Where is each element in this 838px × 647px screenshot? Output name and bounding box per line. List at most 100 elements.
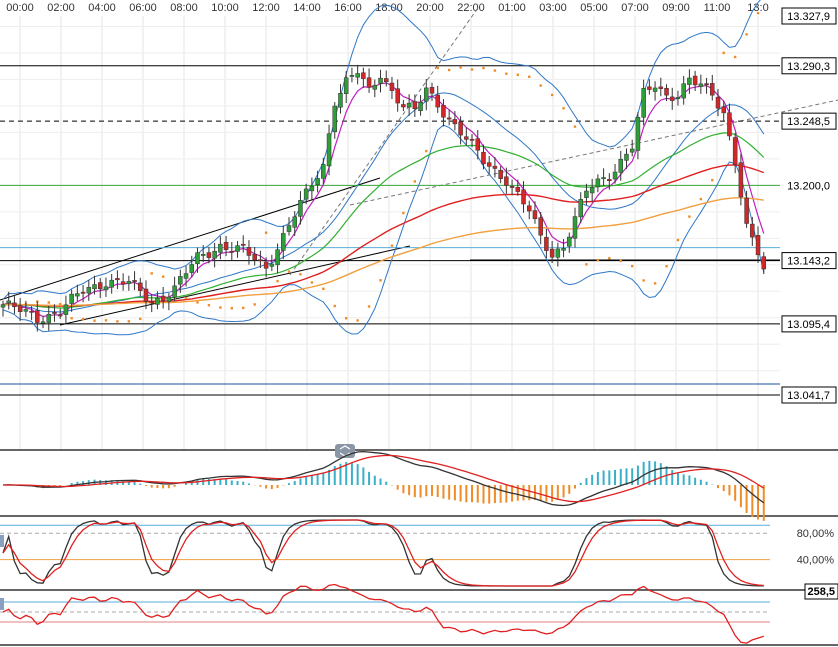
sar-dot xyxy=(493,69,497,72)
trend-line xyxy=(59,245,411,326)
sar-dot xyxy=(390,244,394,247)
candle-body xyxy=(120,281,126,285)
bollinger-upper xyxy=(2,0,761,300)
sar-dot xyxy=(699,197,703,201)
sar-dot xyxy=(550,93,554,97)
candle-body xyxy=(218,243,223,253)
candle-body xyxy=(46,313,52,323)
candle-body xyxy=(235,245,240,252)
panel-marker xyxy=(0,535,4,547)
sar-dot xyxy=(139,317,142,321)
sar-dot xyxy=(596,258,600,262)
candle-body xyxy=(240,243,246,246)
ema-slow-line xyxy=(2,164,765,307)
candle-body xyxy=(115,278,120,281)
sar-dot xyxy=(653,282,657,285)
candle-body xyxy=(281,233,286,251)
candle-body xyxy=(206,252,212,258)
candle-body xyxy=(361,72,366,79)
candle-body xyxy=(698,83,704,87)
sar-dot xyxy=(59,302,62,306)
candle-body xyxy=(601,177,606,179)
bollinger-lower xyxy=(2,124,765,336)
candle-body xyxy=(429,87,435,94)
candle-body xyxy=(252,253,257,261)
candle-body xyxy=(555,248,561,258)
candle-body xyxy=(681,83,686,99)
candle-body xyxy=(464,136,469,140)
candle-body xyxy=(258,259,263,262)
candle-body xyxy=(664,87,669,96)
sar-dot xyxy=(573,125,577,128)
candle-body xyxy=(69,293,74,304)
candle-body xyxy=(40,321,46,324)
candle-body xyxy=(401,104,406,108)
sar-dot xyxy=(413,180,417,183)
candle-body xyxy=(126,281,132,284)
candle-body xyxy=(303,188,309,200)
candle-body xyxy=(744,197,749,224)
sar-dot xyxy=(402,211,405,215)
candle-body xyxy=(441,104,446,118)
candle-body xyxy=(658,86,664,89)
candle-body xyxy=(378,77,383,84)
time-tick-label: 22:00 xyxy=(457,2,485,14)
candle-body xyxy=(652,87,658,92)
sar-dot xyxy=(505,72,508,75)
candle-body xyxy=(395,88,400,104)
candle-body xyxy=(732,137,738,165)
price-label-text: 13.095,4 xyxy=(787,319,830,331)
candle-body xyxy=(412,101,418,110)
sar-dot xyxy=(264,231,268,234)
candle-body xyxy=(481,151,486,165)
candle-body xyxy=(35,310,40,323)
macd-line xyxy=(2,450,765,507)
candle-body xyxy=(647,86,652,90)
candle-body xyxy=(589,187,595,194)
sar-dot xyxy=(104,319,108,322)
candle-body xyxy=(355,73,360,78)
ema-long-line xyxy=(2,197,764,307)
sar-dot xyxy=(287,270,291,273)
price-label-text: 13.327,9 xyxy=(787,11,830,23)
time-tick-label: 16:00 xyxy=(334,2,362,14)
sar-dot xyxy=(253,303,256,306)
sar-dot xyxy=(688,215,691,218)
candle-body xyxy=(200,254,206,256)
candle-body xyxy=(641,88,646,118)
candle-body xyxy=(418,102,423,112)
trend-line-dashed xyxy=(349,99,838,206)
sar-dot xyxy=(562,107,565,110)
candle-body xyxy=(23,309,29,312)
candle-body xyxy=(738,162,744,198)
candle-body xyxy=(704,83,709,86)
candle-body xyxy=(132,280,137,282)
sar-dot xyxy=(242,306,245,310)
candle-body xyxy=(172,285,177,298)
sar-dot xyxy=(665,265,668,268)
cci-value-text: 258,5 xyxy=(807,586,835,598)
candle-body xyxy=(189,264,195,273)
sar-dot xyxy=(745,33,748,36)
candle-body xyxy=(86,287,92,294)
candle-body xyxy=(383,78,389,83)
candle-body xyxy=(298,200,303,217)
time-tick-label: 18:00 xyxy=(375,2,403,14)
price-label-box xyxy=(781,386,837,404)
sar-dot xyxy=(379,279,382,282)
panel-marker xyxy=(0,598,4,610)
candle-body xyxy=(515,187,521,192)
sar-dot xyxy=(631,264,634,268)
sar-dot xyxy=(345,317,348,320)
price-label-text: 13.041,7 xyxy=(787,390,830,402)
candle-body xyxy=(572,216,578,239)
candle-body xyxy=(549,248,555,258)
candle-body xyxy=(561,248,566,251)
candle-body xyxy=(424,87,429,102)
time-tick-label: 11:00 xyxy=(704,2,731,14)
candle-body xyxy=(406,102,412,108)
sar-dot xyxy=(367,305,371,308)
candle-body xyxy=(612,171,618,180)
time-tick-label: 09:00 xyxy=(662,2,690,14)
